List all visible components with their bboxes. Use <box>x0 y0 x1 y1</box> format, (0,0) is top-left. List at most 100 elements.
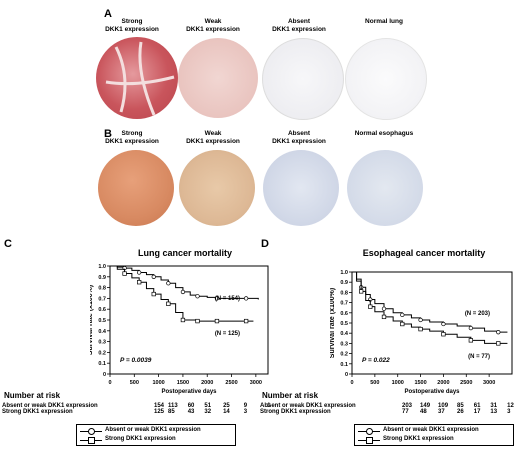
risk-row-label: Absent or weak DKK1 expression <box>260 403 356 409</box>
x-tick-label: 2500 <box>225 380 237 386</box>
tile-a4-label: Normal lung <box>365 18 403 25</box>
data-point <box>468 325 474 331</box>
x-axis-label: Postoperative days <box>404 389 460 395</box>
series-line <box>352 271 508 333</box>
x-tick-label: 1500 <box>177 380 189 386</box>
y-tick-label: 1.0 <box>340 270 348 276</box>
x-tick-label: 3000 <box>483 380 495 386</box>
data-point <box>400 321 405 327</box>
chart-d-title: Esophageal cancer mortality <box>362 248 486 258</box>
data-point <box>496 341 501 346</box>
y-tick-label: 0.8 <box>340 290 348 296</box>
table-row: Strong DKK1 expression 77 48 37 26 17 13… <box>260 409 516 415</box>
tile-b1-label: Strong DKK1 expression <box>105 130 159 145</box>
tissue-core-lung-strong <box>96 37 178 119</box>
data-point <box>418 326 423 332</box>
tile-a1-label: Strong DKK1 expression <box>105 18 159 33</box>
panel-b-label: B <box>104 128 112 140</box>
tile-b2-label: Weak DKK1 expression <box>186 130 240 145</box>
tissue-core-esoph-strong <box>98 150 174 226</box>
data-point <box>151 274 156 279</box>
x-tick-label: 3000 <box>250 380 262 386</box>
risk-cell: 149 <box>420 403 431 409</box>
panel-a-label: A <box>104 8 112 20</box>
risk-cell: 26 <box>457 409 464 415</box>
x-tick-label: 2000 <box>437 380 449 386</box>
y-tick-label: 0.1 <box>98 361 106 367</box>
y-tick-label: 0.9 <box>340 280 348 286</box>
risk-cell: 43 <box>187 409 195 415</box>
data-point <box>441 332 446 337</box>
p-value: P = 0.0039 <box>120 357 152 364</box>
data-point <box>180 317 186 323</box>
risk-cell: 13 <box>490 409 498 415</box>
tissue-core-lung-weak <box>178 38 258 118</box>
y-tick-label: 0.1 <box>340 362 348 368</box>
risk-cell: 109 <box>438 403 449 409</box>
risk-cell: 60 <box>187 403 195 409</box>
risk-cell: 85 <box>168 409 175 415</box>
y-tick-label: 0.5 <box>340 321 348 327</box>
x-tick-label: 500 <box>370 380 379 386</box>
legend-item: Absent or weak DKK1 expression <box>80 426 232 435</box>
data-point <box>214 318 220 324</box>
data-point <box>368 304 373 309</box>
x-tick-label: 2000 <box>201 380 213 386</box>
tile-a3-label: Absent DKK1 expression <box>272 18 326 33</box>
risk-cell: 17 <box>473 409 481 415</box>
legend-item: Strong DKK1 expression <box>80 435 232 444</box>
data-point <box>358 289 364 294</box>
risk-cell: 12 <box>507 403 514 409</box>
risk-cell: 125 <box>154 409 165 415</box>
circle-marker-icon <box>358 427 380 435</box>
data-point <box>418 317 423 323</box>
legend-item: Absent or weak DKK1 expression <box>358 426 510 435</box>
y-tick-label: 0.3 <box>340 341 348 347</box>
risk-cell: 51 <box>204 403 212 409</box>
data-point <box>214 296 220 301</box>
tile-b4-label: Normal esophagus <box>354 130 414 137</box>
circle-marker-icon <box>80 427 102 435</box>
x-tick-label: 0 <box>350 380 353 386</box>
risk-row-label: Strong DKK1 expression <box>260 409 331 415</box>
y-tick-label: 1.0 <box>98 264 106 270</box>
y-axis-label: Survival rate (x100%) <box>90 285 94 355</box>
y-tick-label: 0.2 <box>98 350 106 356</box>
x-tick-label: 1500 <box>414 380 426 386</box>
y-tick-label: 0 <box>345 372 348 378</box>
square-marker-icon <box>80 436 102 444</box>
panel-c-label: C <box>4 238 12 250</box>
series-line <box>110 265 259 300</box>
data-point <box>166 281 171 286</box>
x-tick-label: 2500 <box>460 380 472 386</box>
data-point <box>137 280 142 285</box>
panel-d-label: D <box>261 238 269 250</box>
risk-cell: 48 <box>420 409 427 415</box>
risk-cell: 25 <box>223 403 230 409</box>
data-point <box>151 291 156 297</box>
series-n-label: (N = 203) <box>465 311 490 317</box>
data-point <box>400 312 405 317</box>
y-tick-label: 0.3 <box>98 340 106 346</box>
x-tick-label: 1000 <box>392 380 404 386</box>
square-marker-icon <box>358 436 380 444</box>
x-tick-label: 500 <box>130 380 139 386</box>
risk-header-d: Number at risk <box>262 391 319 400</box>
data-point <box>496 330 501 335</box>
risk-table-lung: Absent or weak DKK1 expression 154 113 6… <box>2 403 272 415</box>
risk-cell: 9 <box>243 403 248 409</box>
table-row: Absent or weak DKK1 expression 154 113 6… <box>2 403 272 409</box>
tile-b3-label: Absent DKK1 expression <box>272 130 326 145</box>
risk-cell: 77 <box>402 409 409 415</box>
p-value: P = 0.022 <box>362 357 390 364</box>
y-tick-label: 0.6 <box>340 311 348 317</box>
series-n-label: (N = 125) <box>215 331 240 337</box>
y-tick-label: 0.4 <box>340 331 349 337</box>
risk-cell: 32 <box>204 409 212 415</box>
data-point <box>166 301 171 306</box>
tissue-core-esoph-weak <box>179 150 255 226</box>
y-tick-label: 0.7 <box>98 296 106 302</box>
risk-cell: 154 <box>154 403 165 409</box>
tissue-core-lung-absent <box>262 38 344 120</box>
series-n-label: (N = 154) <box>215 296 240 302</box>
